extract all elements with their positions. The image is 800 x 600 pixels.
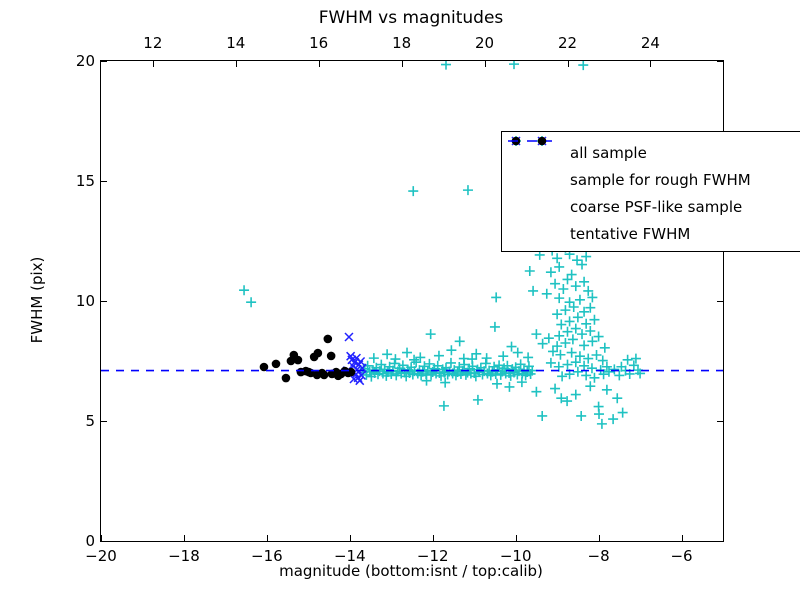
y-tick-label: 10 [75,292,95,310]
x-tick-mark [183,535,185,541]
dot-marker-icon [508,136,564,216]
y-tick-label: 20 [75,52,95,70]
y-tick-mark-right [717,541,723,542]
x-tick-mark-top [318,61,320,67]
y-tick-label: 5 [85,412,95,430]
x-tick-label: −18 [168,547,200,565]
x-tick-label-top: 16 [309,34,329,52]
legend-label: tentative FWHM [570,224,691,243]
x-tick-mark-top [401,61,403,67]
x-tick-mark [598,535,600,541]
x-tick-label-top: 20 [475,34,495,52]
x-tick-mark [349,535,351,541]
x-tick-label: −8 [587,547,610,565]
legend-entry-tentative-fwhm: tentative FWHM [508,140,800,247]
y-tick-mark-right [717,61,723,62]
x-tick-mark-top [152,61,154,67]
x-tick-mark [681,535,683,541]
x-tick-mark [515,535,517,541]
y-tick-mark [101,301,107,302]
x-tick-mark [432,535,434,541]
legend-entry-psf-sample: coarse PSF-like sample [508,136,800,220]
legend: all sample sample for rough FWHM coarse … [501,131,800,252]
legend-label: coarse PSF-like sample [570,197,743,216]
y-tick-mark [101,61,107,62]
legend-label: sample for rough FWHM [570,170,751,189]
x-tick-label: −12 [416,547,449,565]
dashed-line-icon [508,140,564,243]
x-tick-label: −14 [333,547,366,565]
y-tick-mark [101,541,107,542]
x-tick-mark [101,535,102,541]
scatter-plot [101,61,723,429]
x-tick-mark-top [650,61,652,67]
x-tick-label: −6 [670,547,693,565]
x-axis-label: magnitude (bottom:isnt / top:calib) [279,562,543,580]
x-tick-label-top: 24 [640,34,660,52]
y-tick-mark-right [717,421,723,422]
y-tick-mark [101,421,107,422]
x-tick-label: −20 [85,547,117,565]
x-tick-label-top: 14 [226,34,246,52]
x-tick-label: −10 [499,547,532,565]
x-tick-mark-top [484,61,486,67]
x-tick-mark-top [235,61,237,67]
y-tick-label: 15 [75,172,95,190]
y-tick-label: 0 [85,532,95,550]
x-tick-mark [266,535,268,541]
y-tick-mark-right [717,301,723,302]
plot-area: −20 −18 −16 −14 −12 −10 −8 −6 12 14 16 18 20 22 24 0 5 10… [76,34,800,565]
legend-entry-rough-fwhm: sample for rough FWHM [508,136,800,193]
chart-title: FWHM vs magnitudes [318,8,504,28]
x-tick-mark-top [567,61,569,67]
x-tick-label-top: 22 [557,34,578,52]
x-tick-label-top: 12 [143,34,163,52]
x-marker-icon [508,136,564,189]
y-axis-label: FWHM (pix) [28,256,46,344]
x-tick-label-top: 18 [392,34,412,52]
x-tick-label: −16 [251,547,283,565]
legend-label: all sample [570,143,647,162]
y-tick-mark [101,181,107,182]
